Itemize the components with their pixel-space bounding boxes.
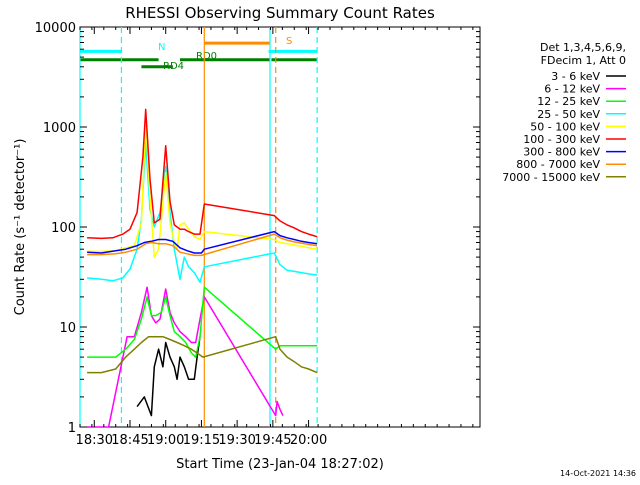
y-tick-label: 100 (51, 221, 76, 236)
legend-header-2: FDecim 1, Att 0 (541, 54, 626, 67)
series-line-7 (87, 233, 318, 257)
series-lines (87, 108, 318, 428)
y-tick-label: 1000 (43, 121, 76, 136)
marker-lines (79, 27, 318, 427)
x-tick-label: 19:00 (147, 433, 184, 448)
legend-entry-label: 6 - 12 keV (544, 83, 600, 96)
y-tick-label: 1 (68, 421, 76, 436)
x-tick-label: 18:45 (111, 433, 148, 448)
legend-entry-label: 100 - 300 keV (523, 133, 600, 146)
state-bar-label: N (158, 42, 165, 53)
x-axis-label: Start Time (23-Jan-04 18:27:02) (176, 457, 384, 472)
legend-entry-label: 300 - 800 keV (523, 146, 600, 159)
x-tick-label: 18:30 (76, 433, 113, 448)
series-line-5 (87, 108, 318, 240)
state-bar-label: RD4 (163, 61, 184, 72)
series-line-3 (87, 141, 318, 284)
legend-entry-label: 12 - 25 keV (537, 95, 600, 108)
state-bar-label: S (286, 36, 292, 47)
legend: Det 1,3,4,5,6,9, FDecim 1, Att 0 3 - 6 k… (502, 41, 626, 184)
series-line-6 (87, 230, 318, 254)
legend-header-1: Det 1,3,4,5,6,9, (540, 41, 626, 54)
y-tick-label: 10 (59, 321, 76, 336)
y-tick-label: 10000 (35, 21, 76, 36)
chart-title: RHESSI Observing Summary Count Rates (125, 4, 435, 22)
legend-entry-label: 7000 - 15000 keV (502, 171, 600, 184)
series-line-2 (87, 286, 318, 358)
series-line-0 (136, 336, 201, 417)
x-tick-label: 19:30 (218, 433, 255, 448)
x-tick-label: 19:15 (183, 433, 220, 448)
state-bars: N S RD0 RD4 (80, 36, 318, 72)
y-axis-label: Count Rate (s⁻¹ detector⁻¹) (13, 139, 28, 316)
state-bar-label: RD0 (196, 51, 217, 62)
legend-entry-label: 25 - 50 keV (537, 108, 600, 121)
legend-entry-label: 800 - 7000 keV (516, 158, 600, 171)
x-tick-label: 19:45 (254, 433, 291, 448)
timestamp: 14-Oct-2021 14:36 (560, 469, 636, 478)
legend-entry-label: 3 - 6 keV (551, 70, 600, 83)
x-tick-label: 20:00 (290, 433, 327, 448)
legend-entry-label: 50 - 100 keV (530, 120, 600, 133)
series-line-8 (87, 335, 318, 374)
